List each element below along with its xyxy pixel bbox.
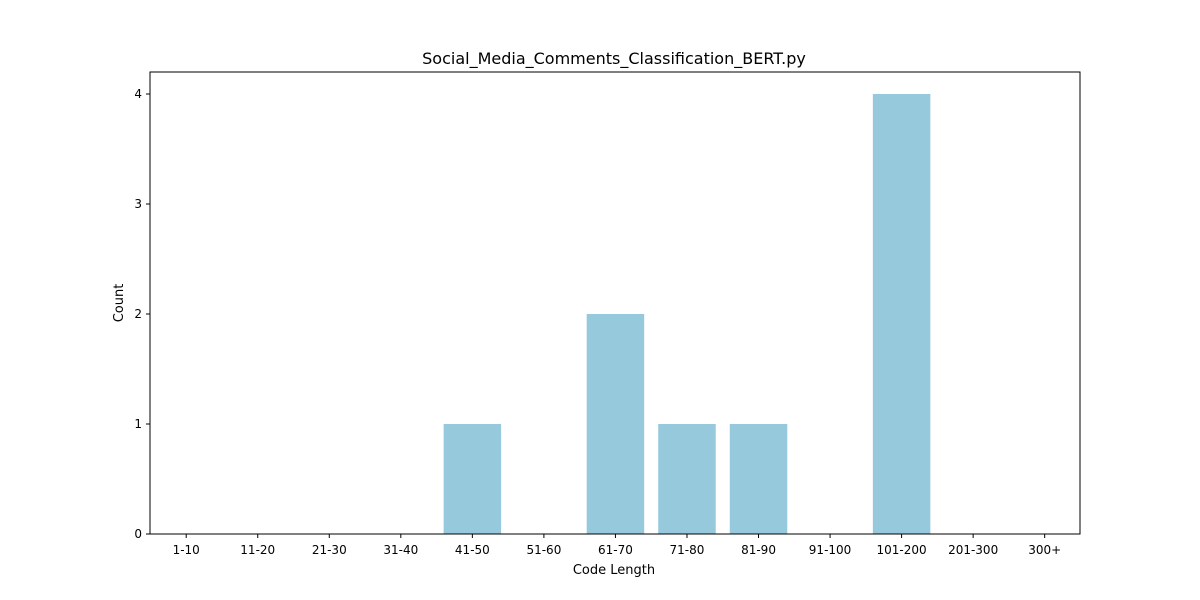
chart-title: Social_Media_Comments_Classification_BER…: [422, 49, 806, 69]
x-axis-ticks: 1-10 11-20 21-30 31-40 41-50 51-60 61-70 71-80 8…: [173, 534, 1062, 557]
bar-81-90: [730, 424, 788, 534]
x-tick-label: 61-70: [598, 543, 633, 557]
y-axis-ticks: 0 1 2 3 4: [134, 87, 150, 541]
bar-101-200: [873, 94, 931, 534]
x-tick-label: 81-90: [741, 543, 776, 557]
x-tick-label: 21-30: [312, 543, 347, 557]
x-tick-label: 1-10: [173, 543, 200, 557]
y-tick-label: 4: [134, 87, 142, 101]
x-tick-label: 11-20: [240, 543, 275, 557]
x-tick-label: 101-200: [877, 543, 927, 557]
y-tick-label: 1: [134, 417, 142, 431]
x-tick-label: 51-60: [526, 543, 561, 557]
bar-71-80: [658, 424, 716, 534]
x-tick-label: 71-80: [670, 543, 705, 557]
x-tick-label: 300+: [1028, 543, 1061, 557]
y-tick-label: 3: [134, 197, 142, 211]
x-tick-label: 91-100: [809, 543, 852, 557]
x-tick-label: 201-300: [948, 543, 998, 557]
x-axis-label: Code Length: [573, 563, 655, 578]
x-tick-label: 31-40: [383, 543, 418, 557]
y-tick-label: 0: [134, 527, 142, 541]
y-axis-label: Count: [112, 284, 127, 323]
bars: [444, 94, 931, 534]
bar-61-70: [587, 314, 645, 534]
y-tick-label: 2: [134, 307, 142, 321]
x-tick-label: 41-50: [455, 543, 490, 557]
bar-41-50: [444, 424, 502, 534]
